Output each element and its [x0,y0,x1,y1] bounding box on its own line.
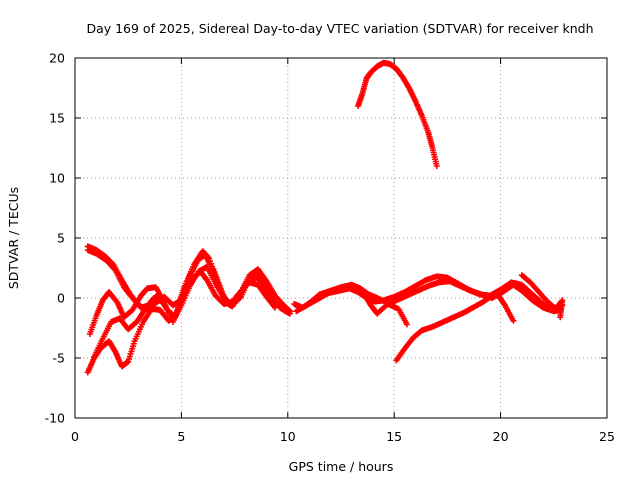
y-tick-label: 20 [49,51,65,66]
series-trace-8 [352,284,410,328]
y-tick-label: 15 [49,111,65,126]
axis-ticks: 0 5 10 15 20 25 -10 -5 0 5 10 15 20 [45,51,615,445]
data-point-marker [510,317,517,324]
data-point-marker [286,310,293,317]
chart-title: Day 169 of 2025, Sidereal Day-to-day VTE… [86,21,593,36]
series-trace-4 [84,268,279,376]
data-point-marker [557,314,564,321]
series-trace-5 [91,295,174,360]
data-point-marker [433,163,440,169]
x-tick-label: 5 [177,429,185,444]
data-point-marker [272,304,279,311]
x-tick-label: 10 [280,429,296,444]
x-tick-label: 15 [386,429,402,444]
x-axis-label: GPS time / hours [289,459,394,474]
data-point-marker [167,311,174,318]
x-tick-label: 20 [493,429,509,444]
y-axis-label: SDTVAR / TECUs [6,187,21,289]
y-tick-label: -10 [45,411,65,426]
data-point-marker [212,273,219,280]
y-tick-label: 10 [49,171,65,186]
y-tick-label: -5 [53,351,65,366]
data-point-marker [403,321,410,328]
data-point-marker [111,266,118,273]
x-tick-label: 0 [71,429,79,444]
y-tick-label: 0 [57,291,65,306]
series-trace-11 [355,59,440,169]
series-trace-9 [393,292,517,364]
x-tick-label: 25 [599,429,615,444]
series-trace-10 [518,272,566,321]
data-series [84,59,566,376]
y-tick-label: 5 [57,231,65,246]
